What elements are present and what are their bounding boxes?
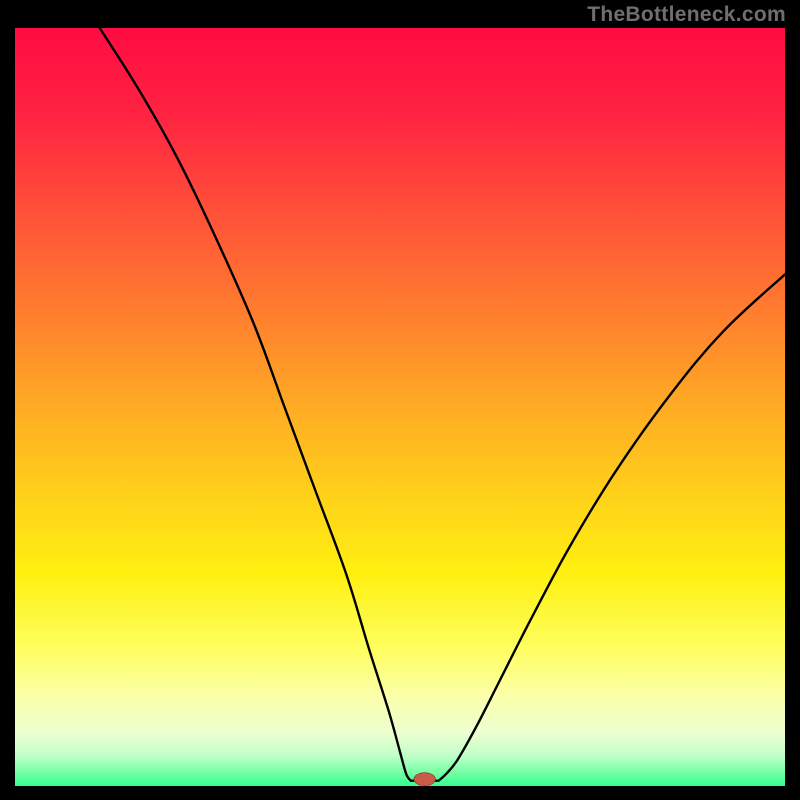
watermark-text: TheBottleneck.com	[587, 3, 786, 27]
plot-area	[15, 28, 785, 786]
curve-right-branch	[439, 274, 786, 780]
bottleneck-chart: TheBottleneck.com	[0, 0, 800, 800]
bottleneck-curve	[15, 28, 785, 786]
optimal-point-marker	[414, 773, 436, 786]
curve-left-branch	[100, 28, 411, 781]
